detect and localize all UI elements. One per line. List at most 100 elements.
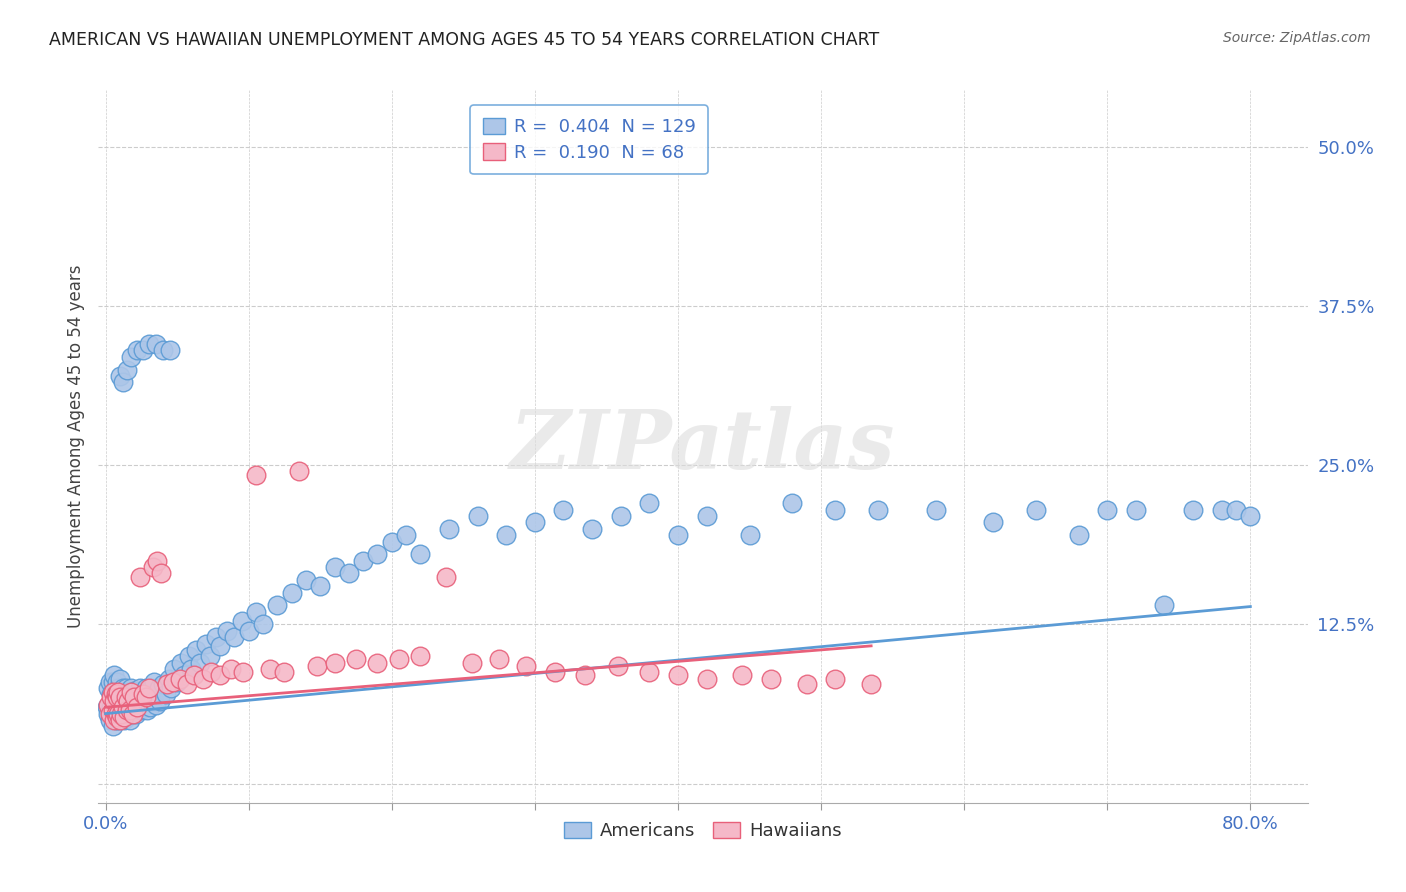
Point [127, 700, 149, 714]
Point [1125, 502, 1147, 516]
Point [104, 706, 127, 721]
Point [131, 703, 153, 717]
Point [738, 528, 761, 542]
Point [266, 599, 288, 613]
Point [145, 337, 167, 351]
Point [101, 685, 124, 699]
Point [606, 659, 628, 673]
Point [121, 706, 143, 721]
Point [103, 688, 125, 702]
Point [323, 656, 346, 670]
Point [173, 668, 195, 682]
Point [111, 681, 134, 695]
Point [352, 554, 374, 568]
Point [105, 674, 128, 689]
Point [125, 690, 148, 704]
Point [98, 713, 121, 727]
Point [180, 662, 202, 676]
Point [104, 688, 127, 702]
Point [107, 694, 129, 708]
Point [146, 554, 169, 568]
Point [120, 685, 142, 699]
Point [280, 585, 302, 599]
Point [782, 496, 804, 510]
Point [115, 362, 138, 376]
Point [160, 681, 183, 695]
Point [824, 672, 846, 686]
Point [114, 681, 136, 695]
Point [100, 688, 122, 702]
Point [155, 688, 177, 702]
Point [112, 690, 135, 704]
Point [122, 683, 145, 698]
Point [104, 681, 127, 695]
Point [259, 662, 281, 676]
Point [145, 698, 167, 712]
Point [183, 668, 205, 682]
Point [323, 560, 346, 574]
Point [461, 656, 484, 670]
Point [731, 668, 754, 682]
Point [107, 713, 129, 727]
Point [135, 690, 157, 704]
Point [108, 368, 131, 383]
Point [170, 656, 193, 670]
Point [108, 713, 131, 727]
Point [112, 710, 135, 724]
Point [117, 685, 139, 699]
Point [184, 643, 207, 657]
Point [105, 690, 128, 704]
Point [110, 690, 132, 704]
Point [101, 719, 124, 733]
Point [388, 652, 411, 666]
Point [122, 703, 145, 717]
Point [112, 713, 135, 727]
Point [156, 677, 179, 691]
Point [105, 706, 128, 721]
Text: Source: ZipAtlas.com: Source: ZipAtlas.com [1223, 31, 1371, 45]
Point [111, 706, 134, 721]
Point [221, 662, 243, 676]
Point [488, 652, 510, 666]
Point [120, 706, 142, 721]
Point [138, 685, 160, 699]
Point [231, 614, 253, 628]
Y-axis label: Unemployment Among Ages 45 to 54 years: Unemployment Among Ages 45 to 54 years [66, 264, 84, 628]
Point [273, 665, 295, 679]
Point [194, 636, 217, 650]
Point [110, 706, 132, 721]
Point [666, 668, 689, 682]
Point [515, 659, 537, 673]
Point [120, 350, 142, 364]
Point [118, 713, 141, 727]
Point [111, 700, 134, 714]
Point [103, 713, 125, 727]
Point [1153, 599, 1175, 613]
Point [98, 674, 121, 689]
Point [495, 528, 517, 542]
Legend: Americans, Hawaiians: Americans, Hawaiians [557, 814, 849, 847]
Point [198, 649, 221, 664]
Point [191, 672, 214, 686]
Point [252, 617, 274, 632]
Point [307, 659, 329, 673]
Point [759, 672, 782, 686]
Point [409, 547, 432, 561]
Point [97, 706, 120, 721]
Text: AMERICAN VS HAWAIIAN UNEMPLOYMENT AMONG AGES 45 TO 54 YEARS CORRELATION CHART: AMERICAN VS HAWAIIAN UNEMPLOYMENT AMONG … [49, 31, 880, 49]
Point [108, 706, 131, 721]
Point [132, 688, 155, 702]
Point [115, 710, 138, 724]
Point [117, 706, 139, 721]
Point [437, 522, 460, 536]
Point [118, 690, 141, 704]
Point [142, 694, 165, 708]
Point [176, 677, 198, 691]
Point [96, 700, 118, 714]
Point [117, 694, 139, 708]
Point [111, 376, 134, 390]
Point [1025, 502, 1047, 516]
Point [287, 465, 309, 479]
Point [544, 665, 567, 679]
Point [108, 690, 131, 704]
